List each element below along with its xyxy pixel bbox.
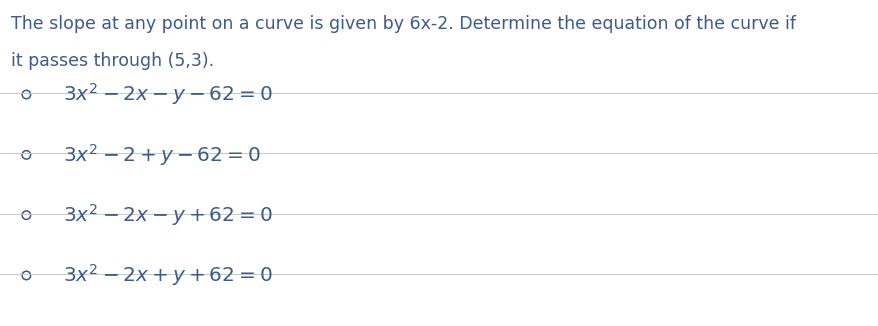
Text: $3x^2 - 2x - y + 62 = 0$: $3x^2 - 2x - y + 62 = 0$ <box>63 202 273 228</box>
Text: $3x^2 - 2 + y - 62 = 0$: $3x^2 - 2 + y - 62 = 0$ <box>63 142 261 168</box>
Text: it passes through (5,3).: it passes through (5,3). <box>11 52 214 70</box>
Text: $3x^2 - 2x + y + 62 = 0$: $3x^2 - 2x + y + 62 = 0$ <box>63 262 273 289</box>
Text: The slope at any point on a curve is given by 6x-2. Determine the equation of th: The slope at any point on a curve is giv… <box>11 15 795 33</box>
Text: $3x^2 - 2x - y - 62 = 0$: $3x^2 - 2x - y - 62 = 0$ <box>63 82 273 108</box>
